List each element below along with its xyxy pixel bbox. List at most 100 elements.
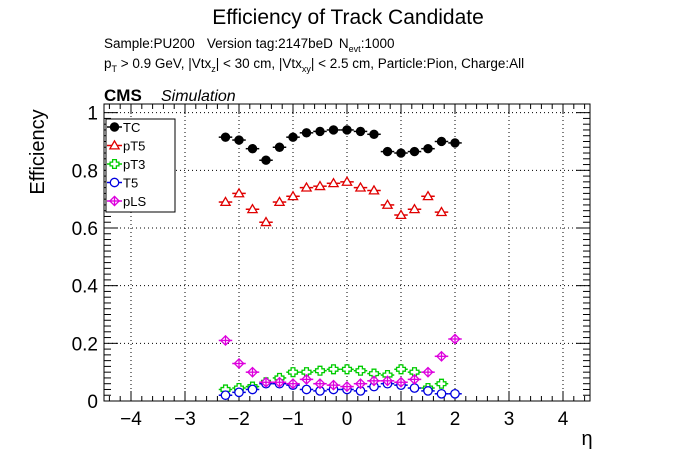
legend-item-pt3: pT3	[107, 157, 145, 172]
data-point	[246, 366, 259, 378]
grid-lines	[104, 104, 590, 402]
data-point	[260, 216, 272, 227]
series-t5	[218, 378, 462, 401]
data-point	[341, 364, 353, 375]
legend-marker	[108, 195, 121, 207]
x-tick-label: −2	[228, 409, 250, 430]
legend-item-t5: T5	[107, 176, 138, 191]
data-point	[220, 132, 231, 142]
data-point	[435, 350, 448, 362]
data-point	[327, 177, 340, 188]
y-tick-label: 0.8	[72, 161, 98, 182]
data-point	[436, 388, 447, 399]
data-point	[341, 175, 353, 186]
cuts-text-c: | < 2.5 cm, Particle:Pion, Charge:All	[311, 56, 524, 71]
data-point	[247, 384, 258, 395]
data-point	[233, 187, 245, 198]
x-tick-label: 3	[504, 409, 515, 430]
legend-marker	[109, 122, 120, 132]
data-point	[395, 376, 407, 388]
data-point	[300, 373, 313, 385]
data-point	[234, 135, 244, 145]
data-point	[246, 203, 259, 214]
data-point	[328, 125, 339, 135]
data-point	[408, 373, 421, 385]
data-point	[247, 143, 258, 154]
data-point	[435, 206, 448, 217]
y-tick-label: 0.4	[72, 277, 99, 298]
legend-label: TC	[123, 120, 140, 135]
legend-item-pt5: pT5	[107, 139, 145, 154]
legend: TC pT5 pT3 T5 pLS	[105, 118, 176, 213]
nevt-label: N	[339, 36, 349, 51]
x-tick-label: −1	[282, 409, 304, 430]
data-point	[409, 383, 420, 393]
data-point	[395, 364, 407, 375]
data-point	[287, 378, 299, 390]
legend-label: T5	[123, 176, 138, 191]
data-point	[381, 199, 394, 209]
data-point	[368, 184, 380, 195]
data-point	[260, 376, 272, 388]
data-point	[354, 181, 367, 192]
cuts-text-a: > 0.9 GeV, |Vtx	[117, 56, 211, 71]
data-point	[436, 136, 447, 147]
data-point	[273, 376, 286, 388]
x-tick-label: −3	[174, 409, 196, 430]
x-tick-label: 4	[558, 409, 569, 430]
data-point	[219, 334, 232, 346]
legend-marker	[109, 177, 120, 188]
data-point	[301, 384, 312, 395]
nevt-value: :1000	[361, 36, 395, 51]
data-point	[261, 155, 271, 165]
data-point	[450, 138, 460, 148]
legend-label: pT3	[123, 157, 145, 172]
nevt-subscript: evt	[349, 44, 362, 54]
subtitle-line-1: Sample:PU200 Version tag:2147beD Nevt:1000	[104, 36, 394, 54]
data-markers	[218, 125, 462, 401]
data-point	[396, 148, 406, 158]
y-axis-label: Efficiency	[27, 109, 49, 194]
y-tick-label: 0.6	[72, 219, 98, 240]
legend-marker	[108, 139, 121, 150]
data-point	[315, 126, 325, 137]
data-point	[234, 387, 244, 398]
legend-item-tc: TC	[107, 120, 140, 135]
vtxxy-subscript: xy	[302, 64, 312, 74]
data-point	[422, 366, 434, 378]
data-point	[301, 128, 312, 138]
data-point	[273, 196, 286, 207]
data-point	[341, 381, 353, 393]
y-tick-label: 0	[87, 392, 98, 413]
data-point	[423, 386, 433, 396]
data-point	[328, 364, 339, 375]
data-point	[300, 181, 313, 192]
data-point	[409, 146, 420, 157]
data-point	[369, 129, 379, 139]
data-point	[408, 203, 421, 214]
y-tick-label: 0.2	[72, 334, 98, 355]
sample-label: Sample:PU200	[104, 36, 195, 51]
legend-label: pT5	[123, 139, 145, 154]
data-point	[354, 378, 367, 390]
data-point	[395, 209, 407, 220]
x-tick-label: −4	[120, 409, 142, 430]
version-label: Version tag:2147beD	[207, 36, 333, 51]
data-point	[314, 378, 326, 390]
data-point	[287, 190, 299, 201]
data-point	[327, 379, 340, 391]
data-point	[381, 375, 394, 387]
data-point	[382, 146, 393, 157]
data-point	[368, 375, 380, 387]
data-point	[314, 365, 326, 376]
x-tick-label: 2	[450, 409, 461, 430]
data-point	[342, 125, 352, 135]
pt-label: p	[104, 56, 112, 71]
x-tick-label: 0	[342, 409, 353, 430]
data-point	[422, 190, 434, 201]
data-point	[233, 357, 245, 370]
cms-simulation-label: Simulation	[161, 88, 236, 105]
chart-title: Efficiency of Track Candidate	[212, 6, 484, 29]
series-tc	[218, 125, 462, 165]
